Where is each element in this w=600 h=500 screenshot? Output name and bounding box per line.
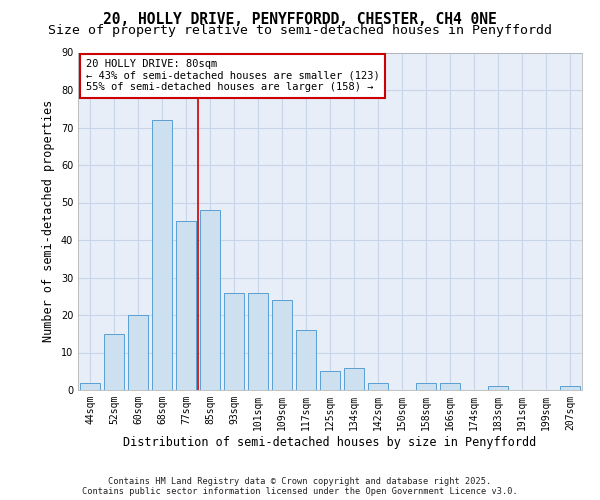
Bar <box>440 382 460 390</box>
Bar <box>560 386 580 390</box>
Bar <box>296 330 316 390</box>
X-axis label: Distribution of semi-detached houses by size in Penyffordd: Distribution of semi-detached houses by … <box>124 436 536 448</box>
Bar <box>80 382 100 390</box>
Text: Size of property relative to semi-detached houses in Penyffordd: Size of property relative to semi-detach… <box>48 24 552 37</box>
Text: Contains HM Land Registry data © Crown copyright and database right 2025.
Contai: Contains HM Land Registry data © Crown c… <box>82 476 518 496</box>
Bar <box>176 221 196 390</box>
Bar <box>248 292 268 390</box>
Bar <box>416 382 436 390</box>
Bar <box>488 386 508 390</box>
Text: 20 HOLLY DRIVE: 80sqm
← 43% of semi-detached houses are smaller (123)
55% of sem: 20 HOLLY DRIVE: 80sqm ← 43% of semi-deta… <box>86 59 379 92</box>
Bar <box>320 371 340 390</box>
Bar <box>344 368 364 390</box>
Bar <box>104 334 124 390</box>
Bar <box>368 382 388 390</box>
Bar <box>152 120 172 390</box>
Bar <box>224 292 244 390</box>
Y-axis label: Number of semi-detached properties: Number of semi-detached properties <box>42 100 55 342</box>
Bar <box>272 300 292 390</box>
Bar <box>200 210 220 390</box>
Text: 20, HOLLY DRIVE, PENYFFORDD, CHESTER, CH4 0NE: 20, HOLLY DRIVE, PENYFFORDD, CHESTER, CH… <box>103 12 497 28</box>
Bar <box>128 315 148 390</box>
